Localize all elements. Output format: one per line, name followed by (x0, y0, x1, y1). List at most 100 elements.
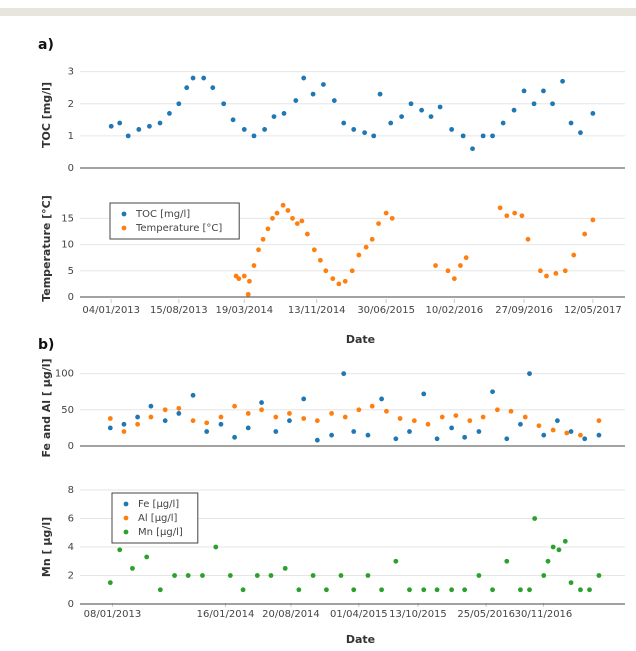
data-point (262, 127, 267, 132)
data-point (596, 573, 602, 578)
data-point (107, 580, 113, 586)
data-point (578, 130, 583, 136)
data-point (439, 414, 445, 420)
data-point (356, 252, 362, 258)
data-point (497, 205, 503, 211)
data-point (273, 429, 279, 434)
data-point (108, 123, 114, 129)
data-point (144, 554, 150, 560)
data-point (541, 88, 546, 94)
data-point (351, 127, 357, 132)
data-point (490, 133, 495, 139)
data-point (271, 114, 277, 120)
data-point (157, 587, 163, 593)
data-point (369, 236, 375, 242)
data-point (301, 396, 307, 402)
data-point (462, 587, 468, 593)
data-point (190, 418, 196, 424)
data-point (590, 217, 596, 223)
data-point (363, 244, 369, 250)
data-point (162, 418, 168, 424)
data-point (341, 120, 347, 126)
y-tick-label: 0 (68, 441, 74, 452)
data-point (341, 371, 347, 377)
data-point (218, 414, 224, 420)
data-point (200, 573, 205, 578)
data-point (407, 587, 412, 593)
data-point (176, 101, 182, 107)
data-point (531, 101, 537, 107)
data-point (285, 208, 291, 213)
x-tick-label: 13/10/2015 (389, 609, 447, 620)
data-point (232, 434, 237, 440)
data-point (130, 565, 135, 571)
data-point (476, 429, 482, 434)
data-point (107, 425, 113, 431)
legend-label: TOC [mg/l] (135, 209, 190, 220)
legend: Fe [µg/l] Al [µg/l] Mn [µg/l] (111, 492, 199, 544)
data-point (490, 587, 495, 593)
data-point (508, 408, 514, 414)
data-point (480, 133, 486, 139)
data-point (376, 221, 381, 226)
data-point (449, 587, 455, 593)
data-point (321, 82, 326, 87)
data-point (490, 389, 495, 395)
data-point (463, 255, 469, 261)
data-point (388, 120, 394, 126)
legend: TOC [mg/l] Temperature [°C] (109, 202, 240, 240)
data-point (296, 587, 302, 593)
data-point (433, 263, 438, 268)
data-point (564, 430, 570, 436)
data-point (247, 278, 252, 284)
y-tick-label: 10 (61, 240, 74, 251)
data-point (167, 110, 172, 116)
data-point (568, 429, 574, 434)
data-point (136, 127, 142, 132)
data-point (162, 407, 168, 413)
x-tick-label: 30/11/2016 (515, 609, 573, 620)
data-point (117, 120, 123, 126)
data-point (338, 573, 344, 578)
data-point (314, 418, 320, 424)
y-tick-label: 50 (61, 405, 74, 416)
data-point (383, 210, 389, 216)
x-axis-title: Date (346, 333, 375, 346)
data-point (560, 78, 565, 84)
data-point (449, 127, 455, 132)
legend-marker (123, 529, 129, 535)
legend-label: Al [µg/l] (138, 513, 178, 524)
data-point (494, 407, 500, 413)
data-point (310, 573, 316, 578)
legend-label: Temperature [°C] (135, 223, 222, 234)
data-point (596, 418, 602, 424)
data-point (519, 213, 525, 219)
x-axis-title: Date (346, 633, 375, 646)
data-point (280, 202, 286, 208)
data-point (314, 437, 320, 443)
x-tick-label: 10/02/2016 (426, 305, 484, 316)
data-point (425, 421, 431, 427)
data-point (389, 215, 395, 221)
legend-marker (121, 225, 127, 231)
data-point (553, 271, 559, 276)
data-point (329, 411, 334, 416)
data-point (379, 396, 384, 402)
data-point (293, 98, 299, 103)
data-point (379, 587, 384, 593)
data-point (411, 418, 417, 424)
data-point (462, 434, 468, 440)
data-point (260, 236, 266, 242)
data-point (281, 110, 287, 116)
x-tick-label: 16/01/2014 (197, 609, 255, 620)
data-point (393, 436, 399, 442)
data-point (538, 268, 543, 274)
data-point (148, 414, 154, 420)
y-axis-title: Mn [ µg/l] (40, 517, 53, 577)
data-point (550, 427, 556, 433)
data-point (190, 392, 196, 398)
data-point (419, 107, 425, 113)
data-point (351, 429, 357, 434)
y-tick-label: 0 (68, 163, 74, 174)
data-point (365, 573, 371, 578)
